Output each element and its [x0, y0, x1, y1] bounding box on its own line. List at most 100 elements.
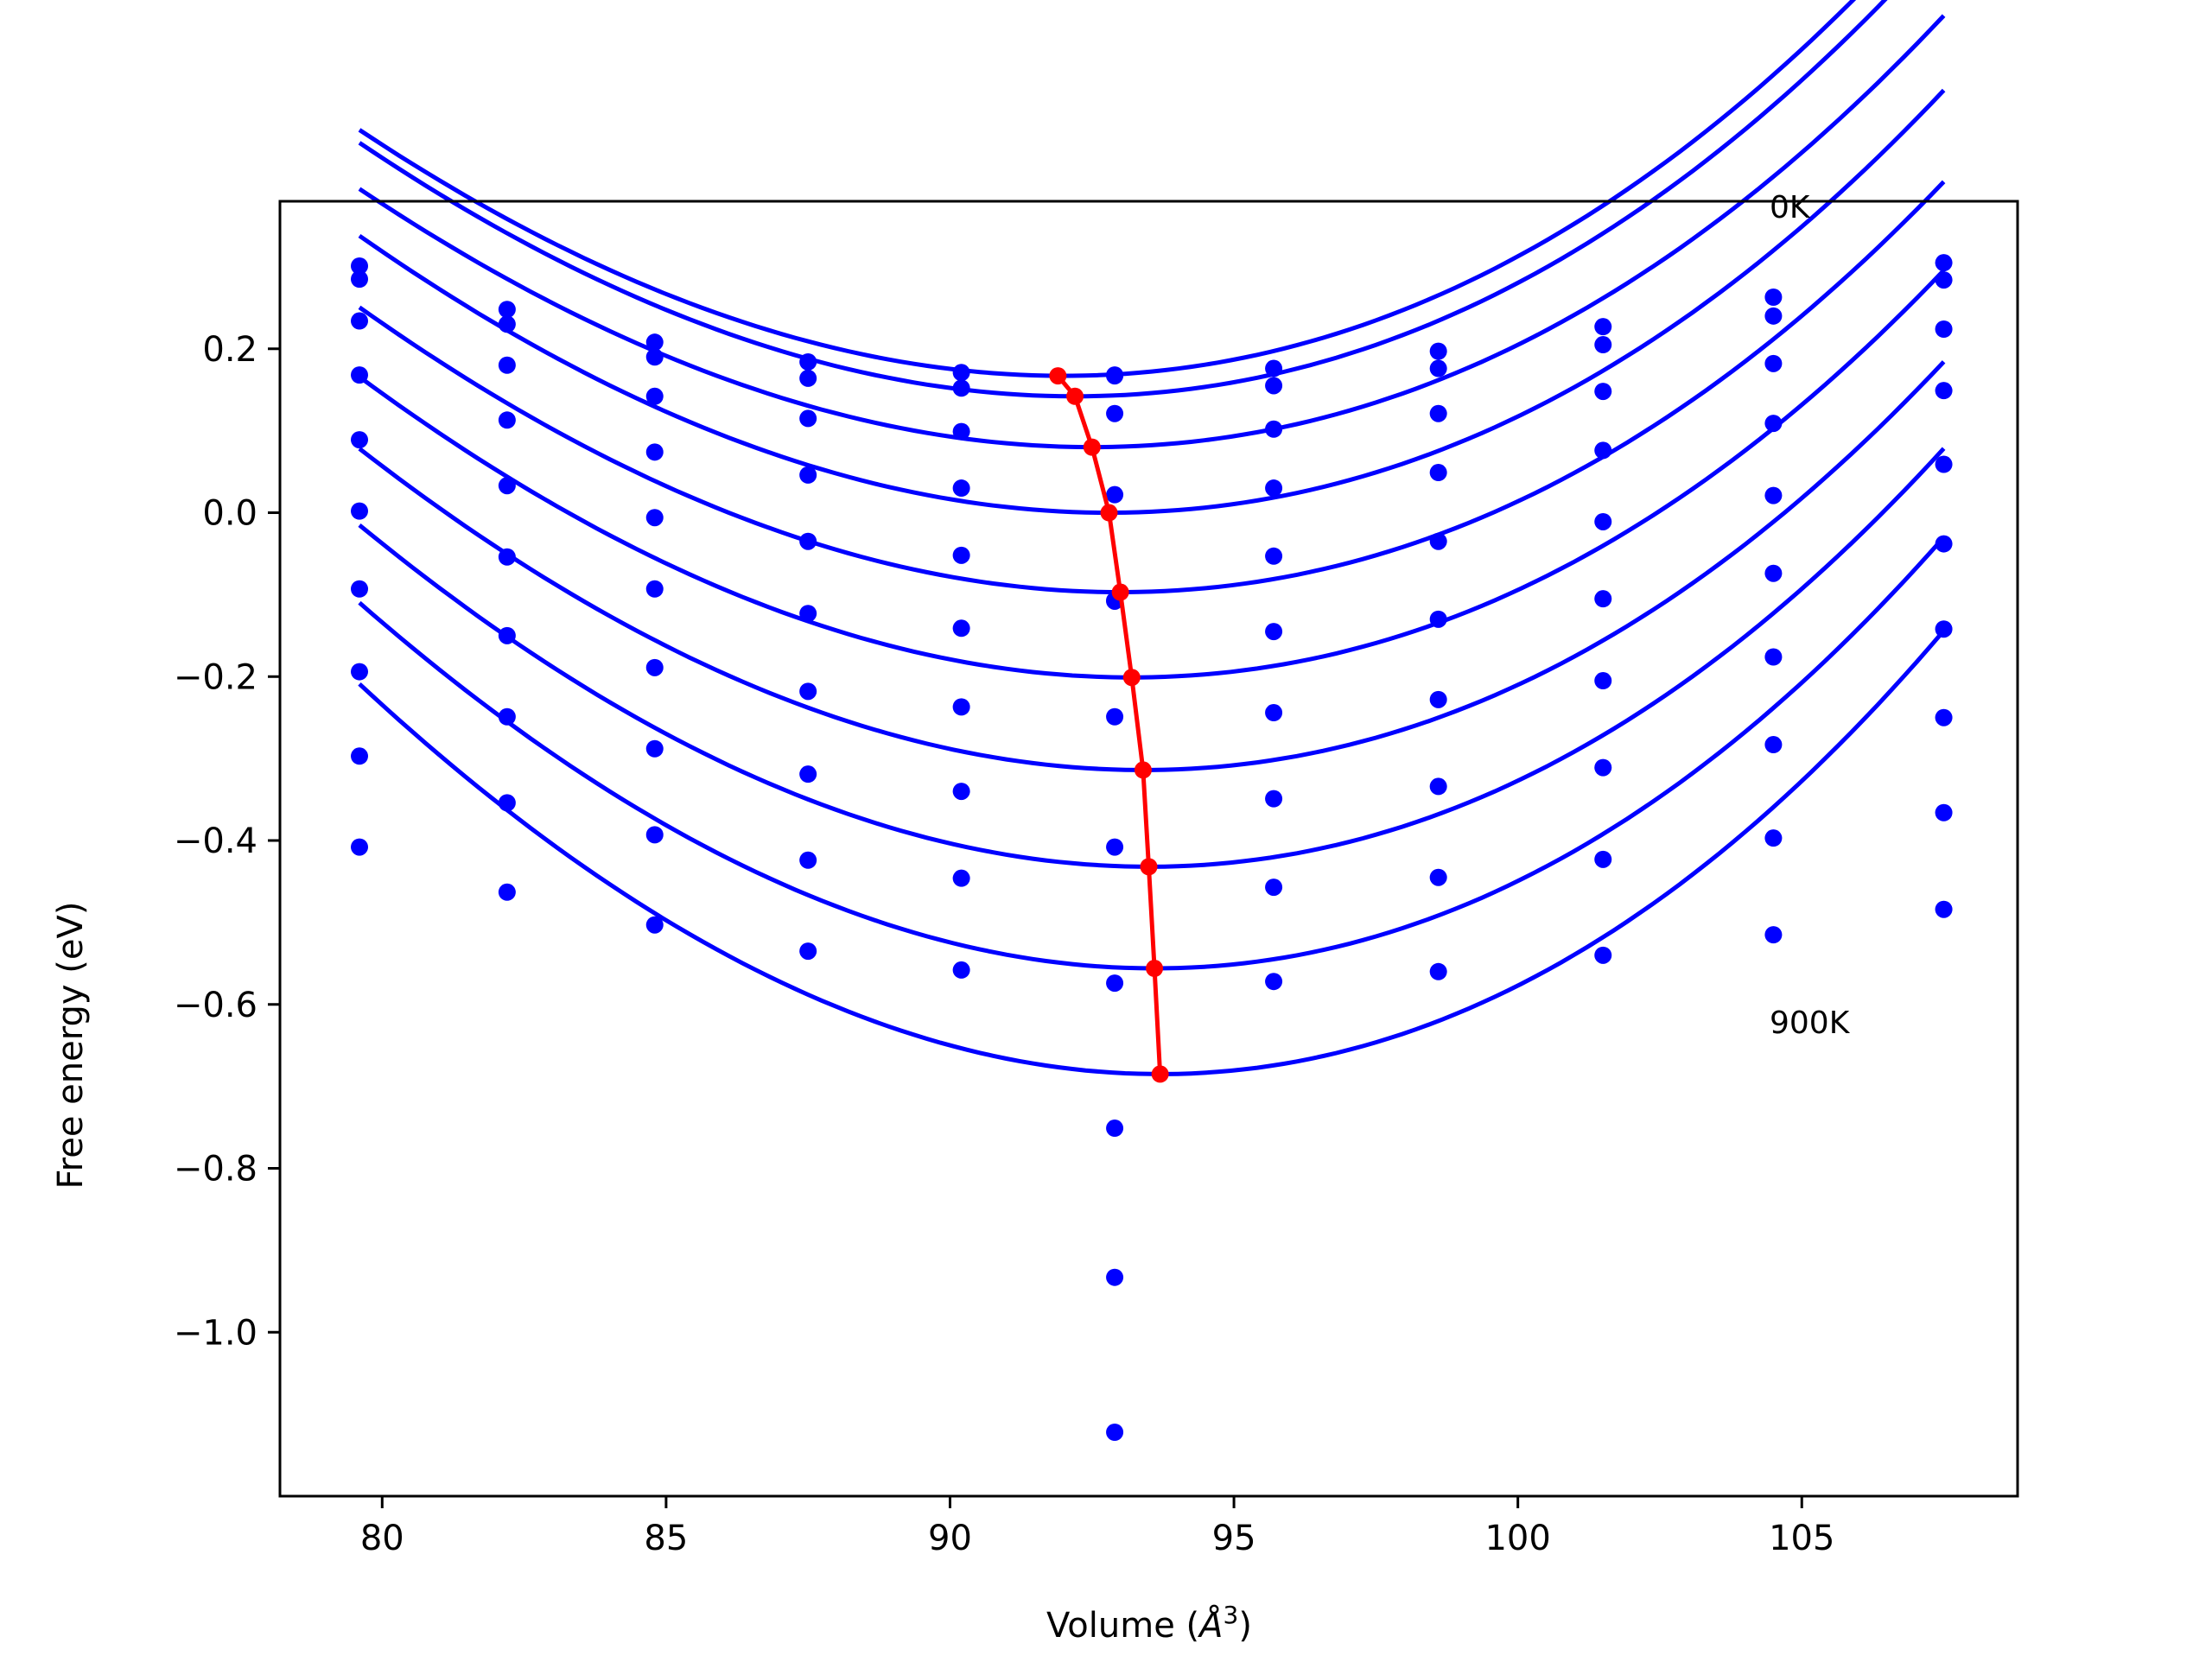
data-point-s3-p10 — [1935, 382, 1953, 400]
data-point-s5-p8 — [1594, 590, 1612, 608]
data-point-s4-p10 — [1935, 455, 1953, 473]
data-point-s1-p10 — [1935, 271, 1953, 289]
y-tick-label-5: 0.0 — [202, 494, 257, 534]
data-point-s3-p6 — [1265, 479, 1283, 498]
data-point-s6-p4 — [952, 698, 970, 716]
x-tick-label-4: 100 — [1484, 1519, 1550, 1558]
data-point-s0-p0 — [351, 257, 369, 275]
data-point-s7-p7 — [1429, 777, 1447, 796]
data-point-s3-p2 — [645, 443, 664, 461]
data-point-s6-p9 — [1764, 648, 1783, 666]
y-tick-label-2: −0.6 — [174, 986, 257, 1025]
data-point-s8-p1 — [498, 794, 516, 812]
y-tick-label-4: −0.2 — [174, 657, 257, 697]
data-points-layer — [351, 254, 1953, 1441]
data-point-s2-p9 — [1764, 354, 1783, 372]
x-axis-label-unit: Å — [1197, 1604, 1223, 1646]
data-point-s1-p8 — [1594, 336, 1612, 354]
data-point-s1-p2 — [645, 348, 664, 366]
y-axis-label: Free energy (eV) — [51, 902, 91, 1189]
data-point-s7-p3 — [799, 765, 817, 783]
data-point-s9-p8 — [1594, 946, 1612, 964]
data-point-s9-p7 — [1429, 962, 1447, 980]
data-point-s7-p0 — [351, 663, 369, 681]
minima-point-7 — [1140, 858, 1158, 876]
minima-point-6 — [1134, 761, 1152, 779]
data-point-s2-p2 — [645, 387, 664, 405]
data-point-s8-p2 — [645, 826, 664, 844]
plot-frame — [278, 200, 2019, 1498]
data-point-s5-p1 — [498, 548, 516, 566]
data-point-s4-p0 — [351, 431, 369, 449]
fit-curve-2 — [358, 14, 1946, 450]
data-point-s2-p0 — [351, 312, 369, 330]
data-point-s1-p0 — [351, 270, 369, 289]
data-point-s6-p10 — [1935, 620, 1953, 638]
data-point-s6-p1 — [498, 626, 516, 644]
fit-curve-5 — [358, 269, 1946, 680]
data-point-s0-p7 — [1429, 342, 1447, 360]
labels-layer: Free energy (eV) Volume (Å3) 0K 900K — [51, 190, 1851, 1646]
x-axis-label-exponent: 3 — [1224, 1601, 1239, 1629]
data-point-s3-p1 — [498, 411, 516, 429]
data-point-s1-p1 — [498, 315, 516, 333]
y-tick-label-0: −1.0 — [174, 1313, 257, 1353]
data-point-s6-p7 — [1429, 690, 1447, 708]
data-point-s5-p0 — [351, 502, 369, 520]
data-point-s1-p3 — [799, 369, 817, 387]
data-point-s6-p8 — [1594, 672, 1612, 690]
fit-curve-3 — [358, 88, 1946, 515]
data-point-s3-p3 — [799, 466, 817, 484]
data-point-s4-p8 — [1594, 512, 1612, 530]
data-point-s1-p4 — [952, 379, 970, 397]
data-point-s9-p10 — [1935, 900, 1953, 918]
minima-point-1 — [1066, 387, 1084, 405]
x-tick-label-5: 105 — [1769, 1519, 1834, 1558]
annotation-0k: 0K — [1770, 190, 1811, 225]
data-point-s9-p2 — [645, 916, 664, 934]
data-point-s5-p7 — [1429, 610, 1447, 628]
data-point-s4-p6 — [1265, 547, 1283, 565]
data-point-s0-p8 — [1594, 318, 1612, 336]
data-point-s8-p9 — [1764, 829, 1783, 847]
data-point-s0-p10 — [1935, 254, 1953, 272]
data-point-s2-p5 — [1106, 404, 1124, 422]
data-point-s6-p3 — [799, 682, 817, 701]
data-point-s6-p6 — [1265, 704, 1283, 722]
data-point-s9-p0 — [351, 838, 369, 856]
data-point-s7-p6 — [1265, 790, 1283, 808]
data-point-s7-p8 — [1594, 758, 1612, 777]
x-axis-label: Volume (Å3) — [1046, 1601, 1252, 1646]
data-point-s3-p0 — [351, 366, 369, 384]
x-tick-label-1: 85 — [644, 1519, 688, 1558]
data-point-s9-p4 — [952, 961, 970, 979]
data-point-s3-p5 — [1106, 485, 1124, 504]
fit-curve-1 — [358, 0, 1888, 399]
data-point-s1-p7 — [1429, 359, 1447, 377]
data-point-s0-p4 — [952, 364, 970, 382]
data-point-s7-p4 — [952, 783, 970, 801]
y-tick-label-6: 0.2 — [202, 330, 257, 370]
minima-point-5 — [1122, 669, 1141, 687]
data-point-s2-p7 — [1429, 404, 1447, 422]
data-point-s4-p2 — [645, 509, 664, 527]
data-point-s1-p9 — [1764, 307, 1783, 325]
minima-line — [1056, 374, 1163, 1075]
data-point-s7-p10 — [1935, 708, 1953, 726]
x-axis-label-main: Volume ( — [1046, 1606, 1199, 1646]
data-point-s4-p3 — [799, 532, 817, 550]
data-point-s8-p7 — [1429, 868, 1447, 886]
data-point-s5-p9 — [1764, 564, 1783, 582]
data-point-s8-p3 — [799, 851, 817, 869]
ticks-layer: 80 85 90 95 100 105 −1.0 −0.8 −0.6 −0.4 −0.2 0.0 0.2 — [174, 330, 1835, 1558]
data-point-s5-p6 — [1265, 623, 1283, 641]
minima-point-4 — [1111, 583, 1129, 601]
data-point-s3-p8 — [1594, 441, 1612, 460]
fit-curve-0 — [358, 0, 1857, 378]
x-tick-label-0: 80 — [360, 1519, 404, 1558]
data-point-s9-p3 — [799, 942, 817, 961]
data-point-s1-p6 — [1265, 377, 1283, 395]
data-point-s7-p9 — [1764, 736, 1783, 754]
